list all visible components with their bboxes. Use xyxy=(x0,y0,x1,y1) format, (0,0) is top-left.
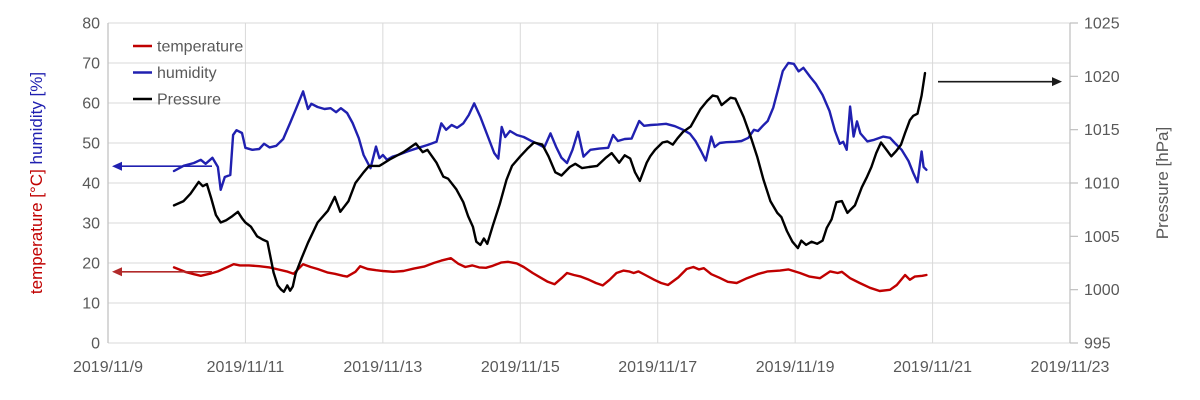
x-axis-ticks: 2019/11/9 2019/11/11 2019/11/13 2019/11/15 2… xyxy=(73,359,1110,376)
right-axis-tick-label: 1000 xyxy=(1084,282,1120,299)
left-axis-title-temperature: temperature [°C] xyxy=(27,164,46,294)
right-axis-tick-label: 1015 xyxy=(1084,122,1120,139)
legend-item-temperature[interactable]: temperature xyxy=(133,39,243,56)
left-axis-tick-label: 20 xyxy=(82,256,100,273)
left-axis-tick-label: 70 xyxy=(82,56,100,73)
legend-label-pressure: Pressure xyxy=(157,92,221,109)
left-axis-tick-label: 80 xyxy=(82,16,100,33)
x-axis-tick-label: 2019/11/19 xyxy=(756,359,835,376)
left-axis-title-humidity: humidity [%] xyxy=(27,72,46,165)
left-axis-tick-label: 40 xyxy=(82,176,100,193)
left-axis-tick-label: 30 xyxy=(82,216,100,233)
x-axis-tick-label: 2019/11/9 xyxy=(73,359,143,376)
series-line-pressure xyxy=(172,71,927,293)
left-axis-tick-label: 60 xyxy=(82,96,100,113)
axis-titles: temperature [°C] humidity [%] Pressure [h… xyxy=(27,72,1172,294)
arrow-annotations xyxy=(112,77,1062,277)
x-axis-tick-label: 2019/11/21 xyxy=(893,359,972,376)
data-series xyxy=(172,61,928,293)
x-axis-tick-label: 2019/11/15 xyxy=(481,359,560,376)
right-axis-tick-label: 995 xyxy=(1084,336,1111,353)
humidity-axis-arrow-head xyxy=(112,161,122,171)
legend-item-humidity[interactable]: humidity xyxy=(133,65,217,82)
temperature-axis-arrow-head xyxy=(112,267,122,277)
x-axis-tick-label: 2019/11/13 xyxy=(343,359,422,376)
x-axis-tick-label: 2019/11/23 xyxy=(1031,359,1110,376)
legend-item-pressure[interactable]: Pressure xyxy=(133,92,221,109)
right-axis-tick-label: 1005 xyxy=(1084,229,1120,246)
series-line-temperature xyxy=(172,257,928,293)
legend-label-humidity: humidity xyxy=(157,65,217,82)
pressure-axis-arrow-head xyxy=(1052,77,1062,87)
left-axis-tick-label: 0 xyxy=(91,336,100,353)
right-axis-tick-label: 1020 xyxy=(1084,69,1120,86)
right-axis-tick-label: 1025 xyxy=(1084,16,1120,33)
left-axis-tick-label: 10 xyxy=(82,296,100,313)
right-axis-ticks: 995 1000 1005 1010 1015 1020 1025 xyxy=(1070,16,1120,353)
legend-label-temperature: temperature xyxy=(157,39,243,56)
left-axis-tick-label: 50 xyxy=(82,136,100,153)
right-axis-title: Pressure [hPa] xyxy=(1153,127,1172,239)
left-axis-ticks: 0 10 20 30 40 50 60 70 80 xyxy=(82,16,100,353)
series-line-humidity xyxy=(172,61,928,192)
chart-legend: temperature humidity Pressure xyxy=(133,39,243,109)
right-axis-tick-label: 1010 xyxy=(1084,176,1120,193)
x-axis-tick-label: 2019/11/11 xyxy=(207,359,285,376)
gridlines xyxy=(108,22,1070,344)
x-axis-tick-label: 2019/11/17 xyxy=(618,359,697,376)
left-axis-title: temperature [°C] humidity [%] xyxy=(27,72,46,294)
